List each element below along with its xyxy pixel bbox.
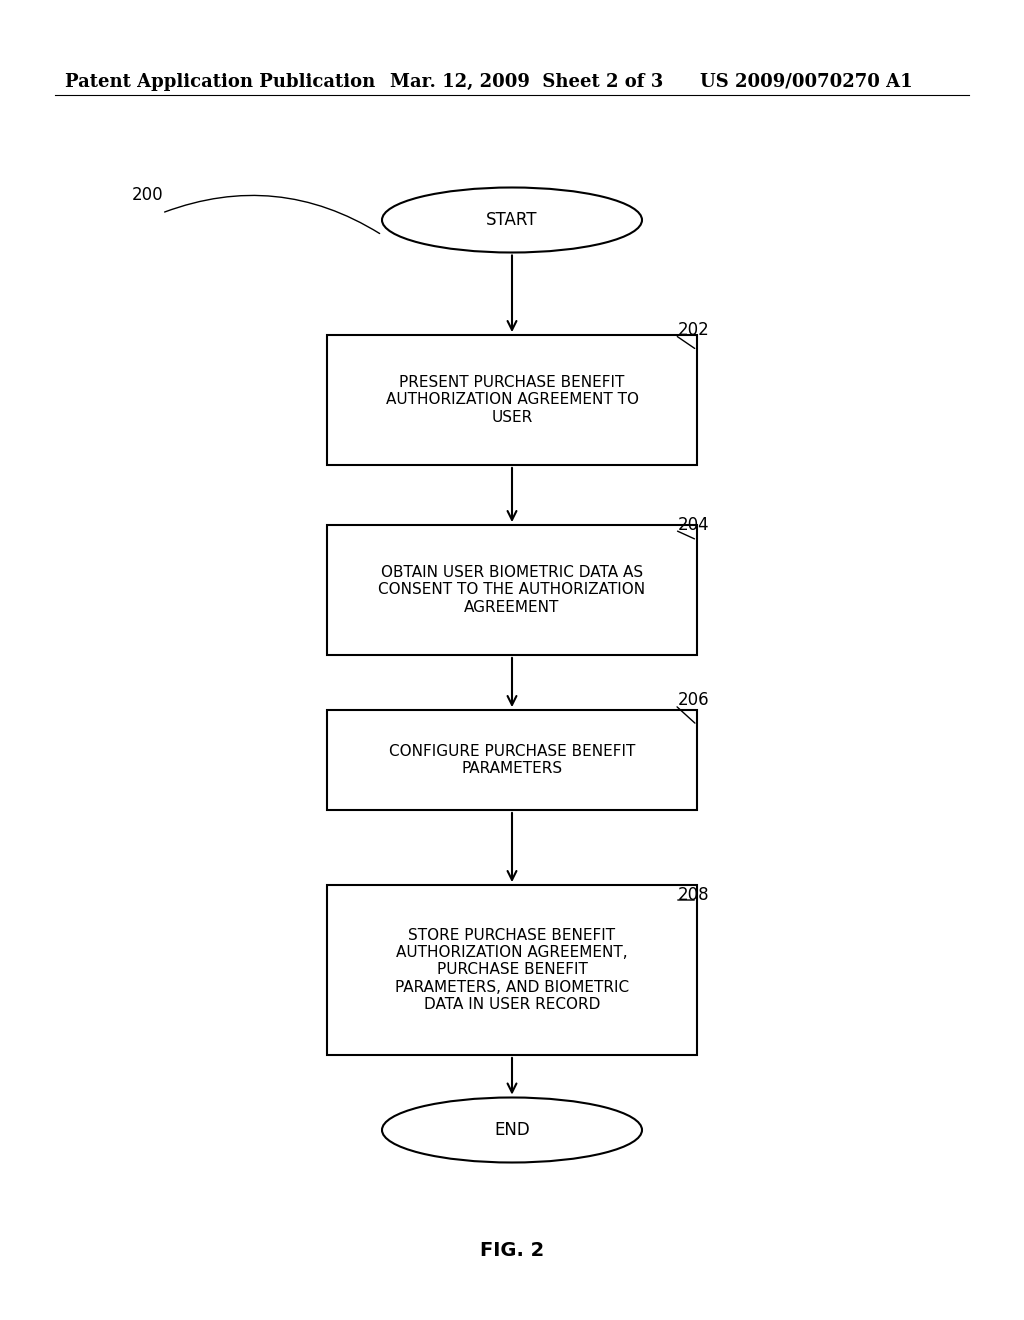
Ellipse shape [382, 1097, 642, 1163]
FancyBboxPatch shape [327, 525, 697, 655]
Text: END: END [495, 1121, 529, 1139]
Text: STORE PURCHASE BENEFIT
AUTHORIZATION AGREEMENT,
PURCHASE BENEFIT
PARAMETERS, AND: STORE PURCHASE BENEFIT AUTHORIZATION AGR… [395, 928, 629, 1012]
FancyBboxPatch shape [327, 335, 697, 465]
Text: PRESENT PURCHASE BENEFIT
AUTHORIZATION AGREEMENT TO
USER: PRESENT PURCHASE BENEFIT AUTHORIZATION A… [385, 375, 639, 425]
Text: 204: 204 [678, 516, 710, 535]
Text: Mar. 12, 2009  Sheet 2 of 3: Mar. 12, 2009 Sheet 2 of 3 [390, 73, 664, 91]
Text: 200: 200 [132, 186, 164, 205]
Text: US 2009/0070270 A1: US 2009/0070270 A1 [700, 73, 912, 91]
Text: 202: 202 [678, 321, 710, 339]
Ellipse shape [382, 187, 642, 252]
Text: 208: 208 [678, 886, 710, 904]
Text: START: START [486, 211, 538, 228]
FancyBboxPatch shape [327, 884, 697, 1055]
Text: OBTAIN USER BIOMETRIC DATA AS
CONSENT TO THE AUTHORIZATION
AGREEMENT: OBTAIN USER BIOMETRIC DATA AS CONSENT TO… [379, 565, 645, 615]
Text: Patent Application Publication: Patent Application Publication [65, 73, 375, 91]
Text: 206: 206 [678, 690, 710, 709]
Text: FIG. 2: FIG. 2 [480, 1241, 544, 1259]
FancyBboxPatch shape [327, 710, 697, 810]
Text: CONFIGURE PURCHASE BENEFIT
PARAMETERS: CONFIGURE PURCHASE BENEFIT PARAMETERS [389, 743, 635, 776]
